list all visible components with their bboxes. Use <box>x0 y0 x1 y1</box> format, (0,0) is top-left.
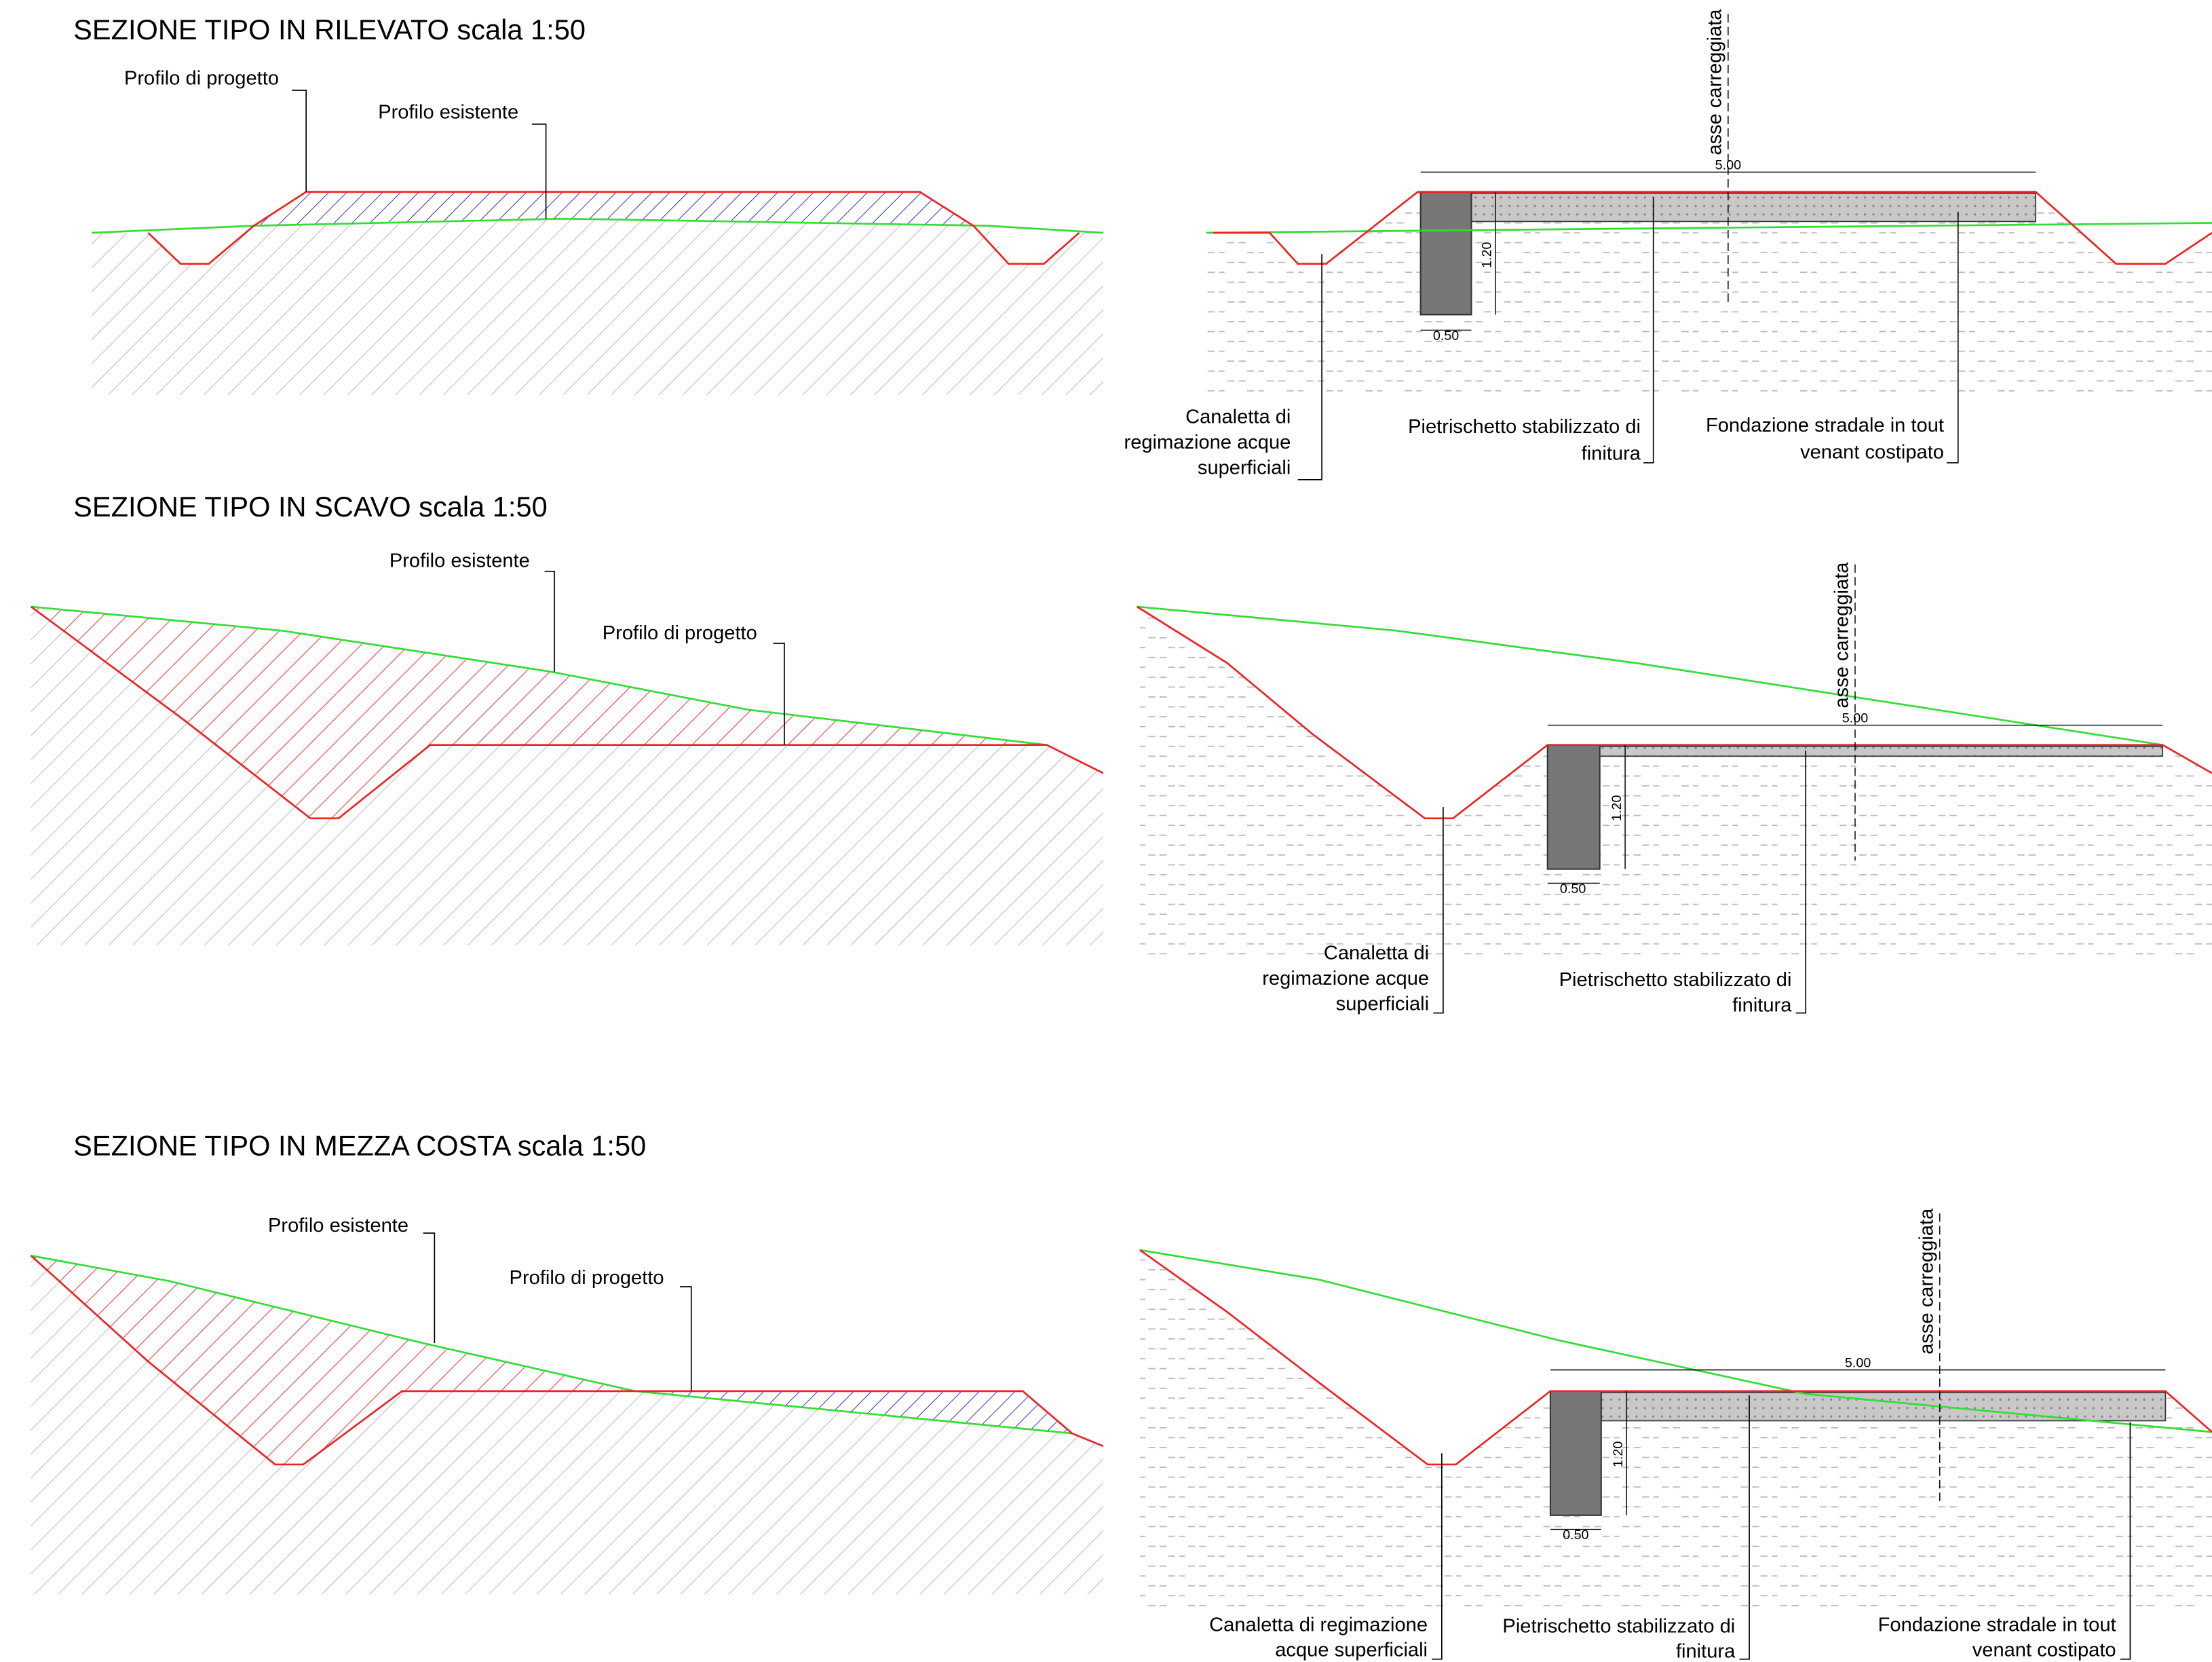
label: Profilo esistente <box>378 102 518 124</box>
leader <box>1795 751 1807 1014</box>
existing-profile <box>1139 1249 2212 1433</box>
axis-label: asse carreggiata <box>1831 562 1853 709</box>
label: regimazione acque <box>1262 968 1429 989</box>
section-title: SEZIONE TIPO IN RILEVATO scala 1:50 <box>73 14 586 45</box>
label: Profilo esistente <box>389 550 530 572</box>
design-profile <box>30 1255 1104 1466</box>
ground <box>31 1255 1103 1595</box>
dimension: 5.00 <box>1715 157 1741 172</box>
leader <box>531 124 547 219</box>
label: Canaletta di regimazione <box>1209 1614 1428 1636</box>
label: acque superficiali <box>1275 1640 1428 1661</box>
pavement <box>1600 1392 2167 1422</box>
leader <box>1643 197 1654 464</box>
label: Profilo di progetto <box>124 68 279 90</box>
leader <box>544 571 555 672</box>
label: Pietrischetto stabilizzato di <box>1502 1615 1735 1637</box>
leader <box>2120 1422 2131 1660</box>
leader <box>1739 1395 1750 1660</box>
label: venant costipato <box>1972 1640 2116 1661</box>
design-profile <box>1137 605 2212 820</box>
leader <box>1947 211 1959 464</box>
leader <box>1433 807 1444 1014</box>
label: Pietrischetto stabilizzato di <box>1408 416 1641 438</box>
label: Fondazione stradale in tout <box>1878 1614 2116 1636</box>
existing-profile <box>1137 605 2163 747</box>
label: regimazione acque <box>1124 432 1291 453</box>
leader <box>423 1232 436 1344</box>
leader <box>1297 254 1322 480</box>
design-profile <box>30 605 1104 820</box>
design-profile <box>147 191 1080 265</box>
cut-area <box>31 1255 635 1465</box>
ground <box>1206 191 2212 396</box>
label: superficiali <box>1198 457 1291 479</box>
label: Profilo di progetto <box>603 622 757 644</box>
label: Fondazione stradale in tout <box>1706 415 1944 436</box>
label: Pietrischetto stabilizzato di <box>1559 969 1792 991</box>
existing-profile <box>1206 222 2212 234</box>
curb <box>1419 191 1472 316</box>
cut-area <box>31 606 1047 818</box>
dimension: 0.50 <box>1433 328 1459 343</box>
label: finitura <box>1582 443 1641 465</box>
curb <box>1546 744 1601 870</box>
section-title: SEZIONE TIPO IN SCAVO scala 1:50 <box>73 491 548 523</box>
label: Profilo esistente <box>268 1215 408 1236</box>
ground <box>1139 1249 2212 1608</box>
label: Canaletta di <box>1185 407 1291 428</box>
label: superficiali <box>1336 994 1429 1015</box>
label: finitura <box>1732 995 1792 1017</box>
curb <box>1549 1390 1602 1516</box>
ground <box>92 219 1103 396</box>
label: Canaletta di <box>1324 943 1429 964</box>
label: Profilo di progetto <box>510 1267 664 1289</box>
leader <box>292 90 307 192</box>
ground <box>31 606 1103 945</box>
label: venant costipato <box>1800 442 1944 464</box>
dimension: 0.50 <box>1560 882 1586 896</box>
dimension: 1.20 <box>1609 795 1624 820</box>
leader <box>1432 1453 1443 1660</box>
dimension: 1.20 <box>1611 1441 1626 1467</box>
leader <box>680 1286 692 1391</box>
pavement <box>1470 192 2036 223</box>
label: finitura <box>1676 1641 1736 1662</box>
existing-profile <box>92 217 1103 234</box>
axis-label: asse carreggiata <box>1915 1208 1937 1355</box>
dimension: 1.20 <box>1480 242 1495 268</box>
pavement <box>1599 745 2164 757</box>
dimension: 5.00 <box>1845 1356 1871 1371</box>
existing-profile <box>31 605 1047 747</box>
section-title: SEZIONE TIPO IN MEZZA COSTA scala 1:50 <box>73 1130 646 1162</box>
design-profile <box>1213 191 2212 265</box>
existing-profile <box>31 1254 1073 1435</box>
fill-area <box>254 191 974 226</box>
axis-label: asse carreggiata <box>1704 9 1725 155</box>
leader <box>773 643 785 745</box>
dimension: 0.50 <box>1563 1528 1588 1543</box>
ground <box>1137 606 2212 960</box>
